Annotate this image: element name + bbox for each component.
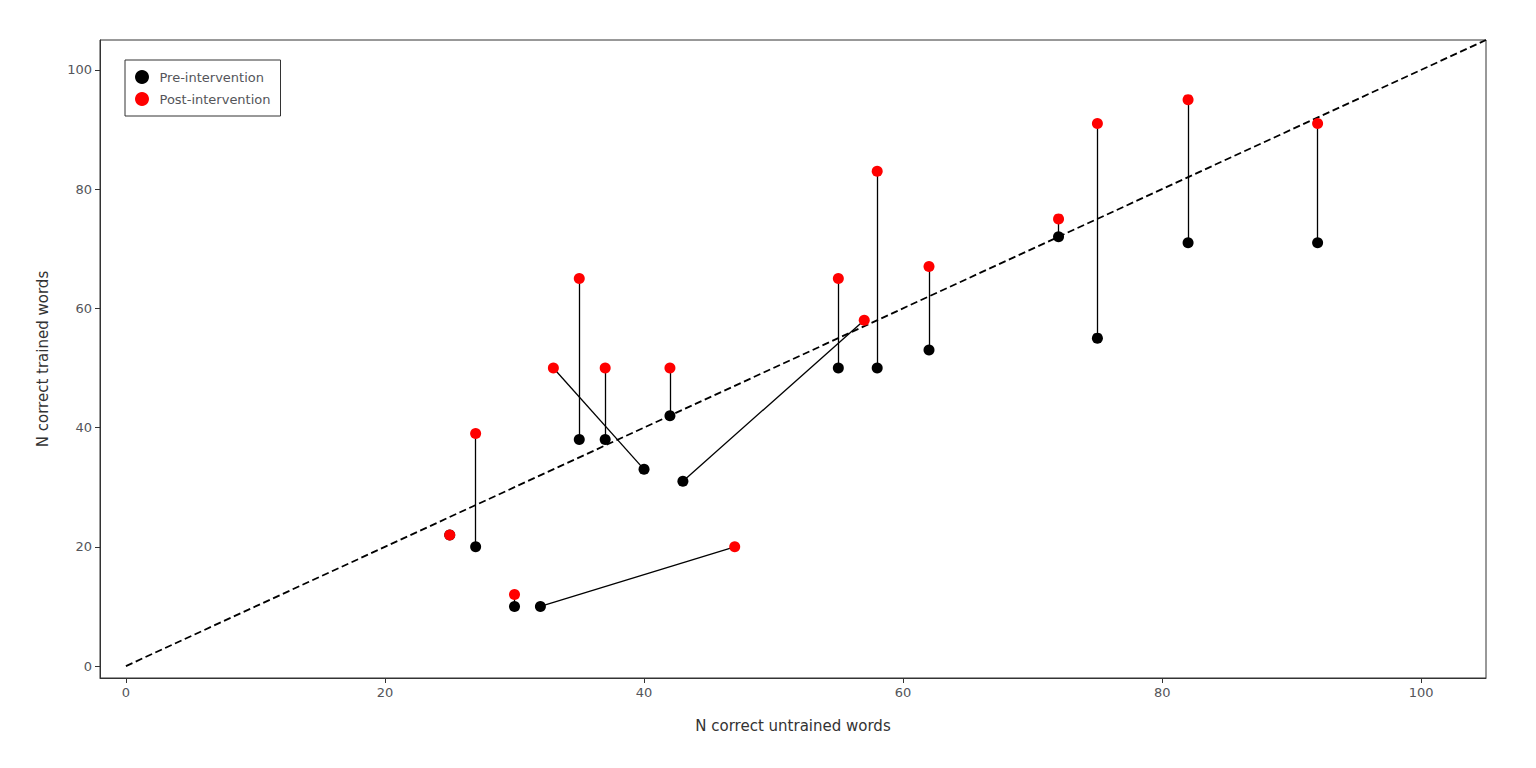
svg-text:20: 20 xyxy=(75,539,92,554)
svg-text:80: 80 xyxy=(75,182,92,197)
svg-text:Pre-intervention: Pre-intervention xyxy=(160,70,264,85)
svg-text:0: 0 xyxy=(122,685,130,700)
svg-text:60: 60 xyxy=(895,685,912,700)
svg-text:20: 20 xyxy=(377,685,394,700)
svg-text:40: 40 xyxy=(75,420,92,435)
svg-text:Post-intervention: Post-intervention xyxy=(160,92,271,107)
svg-text:N correct trained words: N correct trained words xyxy=(34,271,52,448)
svg-text:60: 60 xyxy=(75,301,92,316)
svg-text:100: 100 xyxy=(1409,685,1434,700)
svg-text:80: 80 xyxy=(1154,685,1171,700)
svg-text:0: 0 xyxy=(84,659,92,674)
svg-text:N correct untrained words: N correct untrained words xyxy=(695,717,891,735)
svg-text:100: 100 xyxy=(67,62,92,77)
svg-text:40: 40 xyxy=(636,685,653,700)
